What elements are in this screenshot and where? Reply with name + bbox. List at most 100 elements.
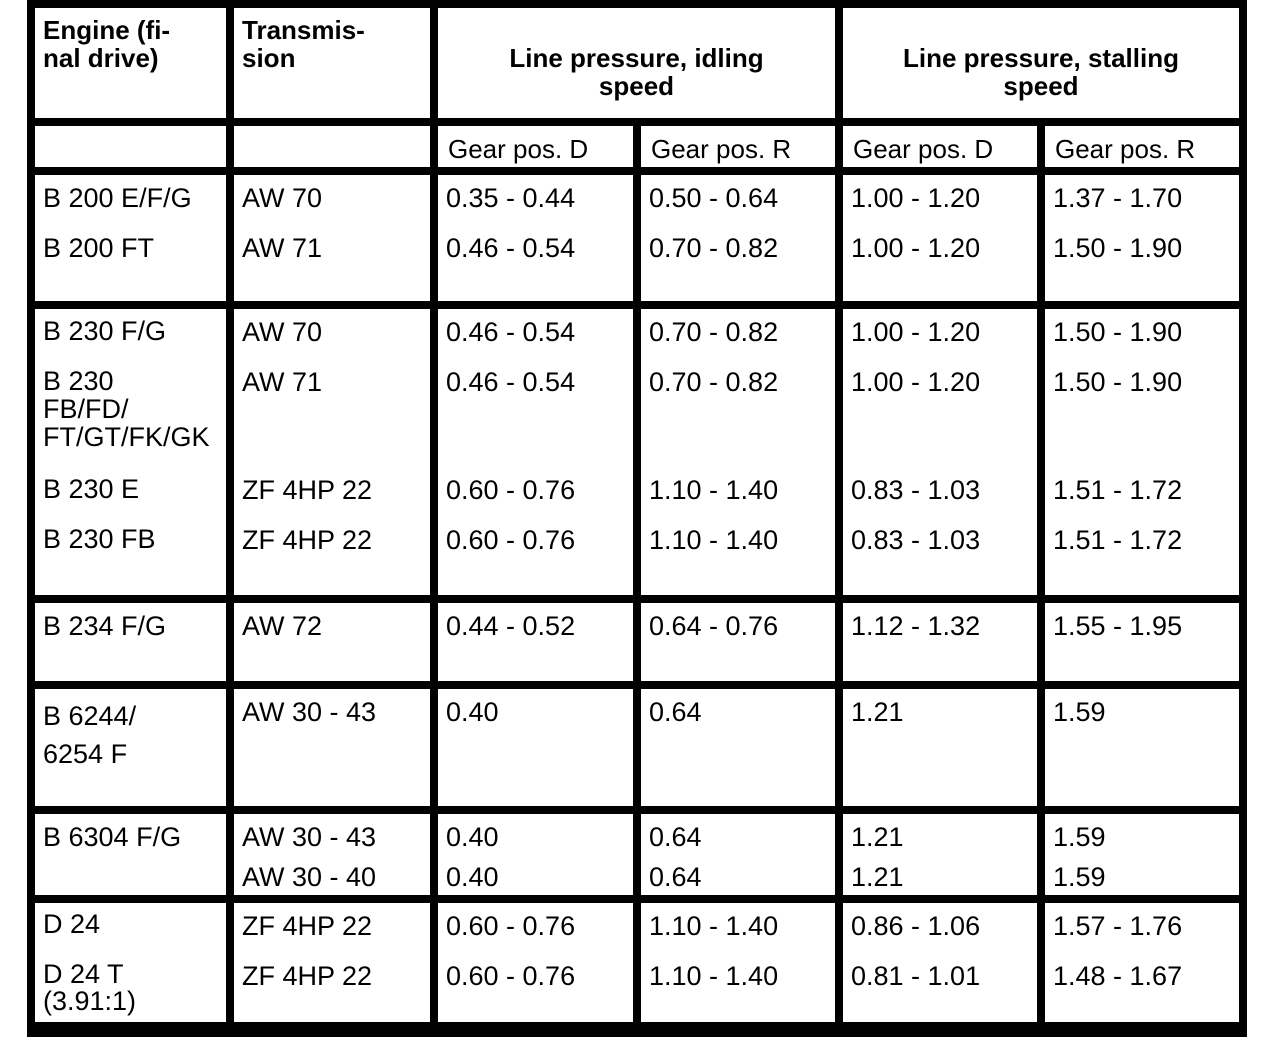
pressure-value: 0.64 - 0.76: [649, 611, 779, 641]
subheader-idling-d: Gear pos. D: [438, 126, 633, 167]
pressure-value: 0.60 - 0.76: [446, 911, 576, 941]
pressure-value: 0.50 - 0.64: [649, 183, 779, 213]
subheader-empty-engine: [35, 126, 226, 167]
pressure-value: 0.83 - 1.03: [851, 525, 981, 555]
pressure-value: 0.70 - 0.82: [649, 233, 779, 263]
transmission-value: AW 30 - 43: [242, 822, 377, 852]
pressure-value: 1.00 - 1.20: [851, 317, 981, 347]
group-cell-transmission: AW 70 AW 71: [234, 175, 430, 301]
pressure-value: 1.50 - 1.90: [1053, 233, 1183, 263]
pressure-value: 0.70 - 0.82: [649, 317, 779, 347]
transmission-value: ZF 4HP 22: [242, 475, 373, 505]
group-cell-idling-d: 0.60 - 0.76 0.60 - 0.76: [438, 903, 633, 1022]
transmission-value: AW 71: [242, 367, 323, 397]
group-cell-stalling-d: 1.12 - 1.32: [843, 603, 1037, 681]
pressure-value: 1.10 - 1.40: [649, 525, 779, 555]
pressure-value: 0.40: [446, 862, 499, 892]
pressure-value: 1.48 - 1.67: [1053, 961, 1183, 991]
pressure-value: 1.21: [851, 862, 904, 892]
engine-value: D 24: [43, 909, 101, 939]
group-cell-stalling-d: 1.00 - 1.20 1.00 - 1.20: [843, 175, 1037, 301]
transmission-value: AW 30 - 40: [242, 862, 377, 892]
group-cell-engine: B 230 F/G B 230 FB/FD/ FT/GT/FK/GK B 230 E…: [35, 309, 226, 595]
group-cell-transmission: ZF 4HP 22 ZF 4HP 22: [234, 903, 430, 1022]
group-cell-engine: B 234 F/G: [35, 603, 226, 681]
pressure-value: 1.21: [851, 697, 904, 727]
pressure-value: 1.00 - 1.20: [851, 183, 981, 213]
transmission-value: AW 30 - 43: [242, 697, 377, 727]
group-cell-idling-r: 1.10 - 1.40 1.10 - 1.40: [641, 903, 835, 1022]
group-cell-stalling-d: 0.86 - 1.06 0.81 - 1.01: [843, 903, 1037, 1022]
pressure-value: 1.10 - 1.40: [649, 475, 779, 505]
engine-value: B 230 FB: [43, 524, 156, 554]
group-cell-stalling-r: 1.57 - 1.76 1.48 - 1.67: [1045, 903, 1239, 1022]
group-cell-stalling-d: 1.21 1.21: [843, 814, 1037, 895]
header-engine: Engine (fi- nal drive): [35, 8, 226, 118]
engine-value: B 6244/ 6254 F: [43, 701, 137, 769]
pressure-value: 0.44 - 0.52: [446, 611, 576, 641]
group-cell-stalling-r: 1.55 - 1.95: [1045, 603, 1239, 681]
group-cell-idling-r: 0.64 0.64: [641, 814, 835, 895]
pressure-value: 1.51 - 1.72: [1053, 525, 1183, 555]
transmission-value: AW 70: [242, 183, 323, 213]
subheader-stalling-d: Gear pos. D: [843, 126, 1037, 167]
pressure-value: 0.64: [649, 862, 702, 892]
group-cell-idling-d: 0.44 - 0.52: [438, 603, 633, 681]
pressure-value: 0.35 - 0.44: [446, 183, 576, 213]
group-cell-engine: B 6304 F/G: [35, 814, 226, 895]
group-cell-idling-r: 0.70 - 0.82 0.70 - 0.82 1.10 - 1.40 1.10 - …: [641, 309, 835, 595]
group-cell-idling-r: 0.64 - 0.76: [641, 603, 835, 681]
group-cell-transmission: AW 30 - 43 AW 30 - 40: [234, 814, 430, 895]
group-cell-idling-r: 0.64: [641, 689, 835, 806]
group-cell-stalling-d: 1.21: [843, 689, 1037, 806]
group-cell-stalling-r: 1.59 1.59: [1045, 814, 1239, 895]
pressure-value: 1.21: [851, 822, 904, 852]
pressure-value: 1.55 - 1.95: [1053, 611, 1183, 641]
engine-value: B 230 F/G: [43, 316, 167, 346]
group-cell-engine: D 24 D 24 T (3.91:1): [35, 903, 226, 1022]
pressure-value: 0.40: [446, 697, 499, 727]
header-stalling: Line pressure, stalling speed MPa: [843, 8, 1239, 166]
pressure-value: 1.10 - 1.40: [649, 911, 779, 941]
pressure-value: 0.83 - 1.03: [851, 475, 981, 505]
transmission-value: ZF 4HP 22: [242, 525, 373, 555]
group-cell-idling-r: 0.50 - 0.64 0.70 - 0.82: [641, 175, 835, 301]
pressure-value: 1.51 - 1.72: [1053, 475, 1183, 505]
pressure-value: 0.70 - 0.82: [649, 367, 779, 397]
engine-value: D 24 T (3.91:1): [43, 959, 137, 1016]
pressure-value: 1.50 - 1.90: [1053, 367, 1183, 397]
group-cell-idling-d: 0.40: [438, 689, 633, 806]
group-cell-stalling-d: 1.00 - 1.20 1.00 - 1.20 0.83 - 1.03 0.83 - …: [843, 309, 1037, 595]
engine-value: B 6304 F/G: [43, 822, 182, 852]
pressure-value: 0.64: [649, 822, 702, 852]
header-transmission: Transmis- sion: [234, 8, 430, 118]
pressure-value: 0.60 - 0.76: [446, 961, 576, 991]
pressure-value: 1.59: [1053, 697, 1106, 727]
group-cell-transmission: AW 70 AW 71 ZF 4HP 22 ZF 4HP 22: [234, 309, 430, 595]
pressure-value: 1.10 - 1.40: [649, 961, 779, 991]
group-cell-idling-d: 0.35 - 0.44 0.46 - 0.54: [438, 175, 633, 301]
subheader-empty-transmission: [234, 126, 430, 167]
pressure-value: 0.81 - 1.01: [851, 961, 981, 991]
header-idling: Line pressure, idling speed MPa: [438, 8, 835, 166]
engine-value: B 200 E/F/G: [43, 183, 192, 213]
group-cell-idling-d: 0.46 - 0.54 0.46 - 0.54 0.60 - 0.76 0.60 - …: [438, 309, 633, 595]
engine-value: B 230 E: [43, 474, 140, 504]
pressure-value: 1.00 - 1.20: [851, 233, 981, 263]
group-cell-idling-d: 0.40 0.40: [438, 814, 633, 895]
engine-value: [43, 862, 218, 895]
header-idling-title: Line pressure, idling speed: [509, 43, 764, 101]
group-cell-stalling-r: 1.59: [1045, 689, 1239, 806]
engine-value: B 200 FT: [43, 233, 155, 263]
group-cell-stalling-r: 1.37 - 1.70 1.50 - 1.90: [1045, 175, 1239, 301]
subheader-idling-r: Gear pos. R: [641, 126, 835, 167]
transmission-value: AW 70: [242, 317, 323, 347]
header-stalling-title: Line pressure, stalling speed: [903, 43, 1179, 101]
group-cell-stalling-r: 1.50 - 1.90 1.50 - 1.90 1.51 - 1.72 1.51 - …: [1045, 309, 1239, 595]
transmission-value: AW 72: [242, 611, 323, 641]
pressure-value: 1.57 - 1.76: [1053, 911, 1183, 941]
group-cell-engine: B 200 E/F/G B 200 FT: [35, 175, 226, 301]
pressure-value: 1.37 - 1.70: [1053, 183, 1183, 213]
pressure-value: 0.60 - 0.76: [446, 475, 576, 505]
pressure-value: 0.46 - 0.54: [446, 233, 576, 263]
